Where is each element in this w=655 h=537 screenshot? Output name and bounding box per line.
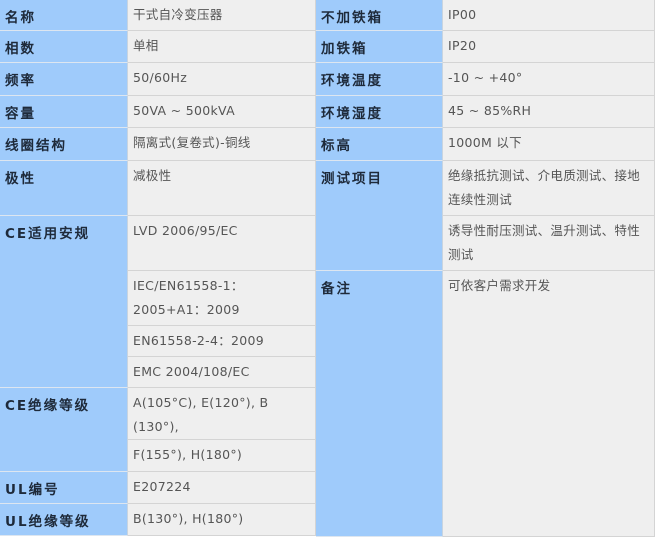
spec-label: 频率 bbox=[0, 63, 128, 96]
spec-value: 50VA ~ 500kVA bbox=[128, 96, 316, 128]
spec-value: F(155°), H(180°) bbox=[128, 440, 316, 472]
spec-label: 测试项目 bbox=[316, 161, 443, 271]
spec-value: -10 ~ +40° bbox=[443, 63, 655, 96]
spec-value: EMC 2004/108/EC bbox=[128, 357, 316, 388]
spec-label: 不加铁箱 bbox=[316, 0, 443, 31]
spec-value: 诱导性耐压测试、温升测试、特性测试 bbox=[443, 216, 655, 271]
spec-value: 可依客户需求开发 bbox=[443, 271, 655, 537]
spec-value: 45 ~ 85%RH bbox=[443, 96, 655, 128]
spec-label: UL绝缘等级 bbox=[0, 504, 128, 536]
spec-value: 1000M 以下 bbox=[443, 128, 655, 161]
spec-value: 单相 bbox=[128, 31, 316, 63]
spec-value: IEC/EN61558-1：2005+A1：2009 bbox=[128, 271, 316, 326]
spec-label: 环境温度 bbox=[316, 63, 443, 96]
spec-value: E207224 bbox=[128, 472, 316, 504]
spec-value: A(105°C), E(120°), B (130°), bbox=[128, 388, 316, 440]
spec-value: 隔离式(复卷式)-铜线 bbox=[128, 128, 316, 161]
spec-label: CE绝缘等级 bbox=[0, 388, 128, 472]
spec-label: 线圈结构 bbox=[0, 128, 128, 161]
spec-label: 名称 bbox=[0, 0, 128, 31]
spec-table-right: 不加铁箱 IP00 加铁箱 IP20 环境温度 -10 ~ +40° 环境湿度 45 ~ 85… bbox=[316, 0, 655, 537]
spec-label: CE适用安规 bbox=[0, 216, 128, 388]
spec-value: 减极性 bbox=[128, 161, 316, 216]
spec-label: 标高 bbox=[316, 128, 443, 161]
spec-label: 极性 bbox=[0, 161, 128, 216]
spec-label: 加铁箱 bbox=[316, 31, 443, 63]
spec-label: 环境湿度 bbox=[316, 96, 443, 128]
spec-label: 容量 bbox=[0, 96, 128, 128]
spec-label: UL编号 bbox=[0, 472, 128, 504]
spec-value: B(130°), H(180°) bbox=[128, 504, 316, 536]
spec-value: IP00 bbox=[443, 0, 655, 31]
spec-label: 备注 bbox=[316, 271, 443, 537]
spec-label: 相数 bbox=[0, 31, 128, 63]
spec-value: 50/60Hz bbox=[128, 63, 316, 96]
spec-table-left: 名称 干式自冷变压器 相数 单相 频率 50/60Hz 容量 50VA ~ 500kVA 线圈结… bbox=[0, 0, 316, 536]
spec-value: LVD 2006/95/EC bbox=[128, 216, 316, 271]
spec-value: 干式自冷变压器 bbox=[128, 0, 316, 31]
spec-value: EN61558-2-4：2009 bbox=[128, 326, 316, 357]
spec-value: IP20 bbox=[443, 31, 655, 63]
spec-value: 绝缘抵抗测试、介电质测试、接地连续性测试 bbox=[443, 161, 655, 216]
